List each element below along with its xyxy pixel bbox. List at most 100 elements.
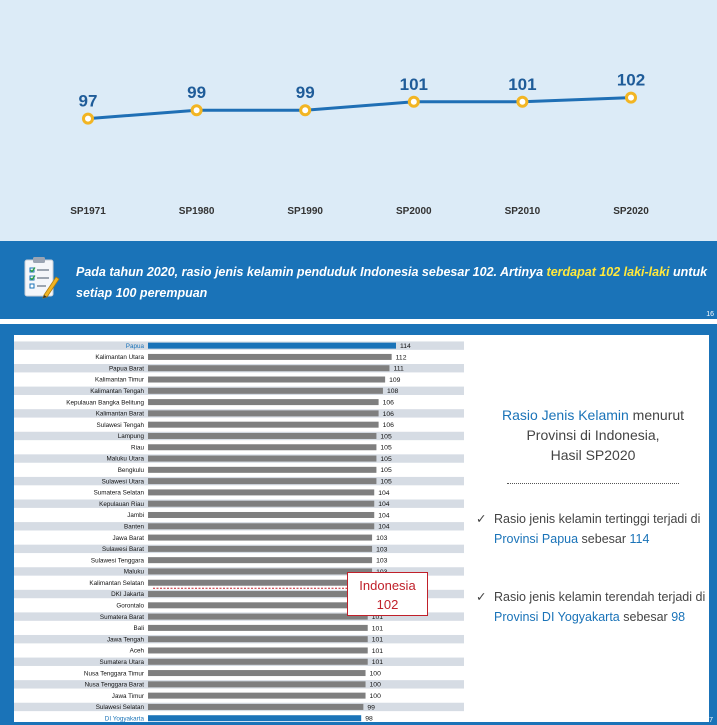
province-label-di-yogyakarta: DI Yogyakarta bbox=[105, 715, 145, 722]
bar-sulawesi-tengah bbox=[148, 421, 379, 428]
province-label-jambi: Jambi bbox=[127, 512, 144, 519]
value-label-banten: 104 bbox=[378, 524, 390, 531]
value-label-papua-barat: 111 bbox=[393, 366, 404, 373]
data-label-sp2020: 102 bbox=[617, 71, 645, 90]
value-label-riau: 105 bbox=[380, 445, 392, 452]
bar-maluku-utara bbox=[148, 455, 377, 462]
info-title-rest: menurut bbox=[628, 407, 685, 423]
bar-kalimantan-barat bbox=[148, 410, 379, 417]
value-label-sulawesi-tengah: 106 bbox=[383, 422, 395, 429]
data-label-sp1980: 99 bbox=[187, 83, 206, 102]
indonesia-callout-value: 102 bbox=[376, 597, 399, 612]
bar-jawa-barat bbox=[148, 534, 373, 541]
province-label-dki-jakarta: DKI Jakarta bbox=[111, 591, 144, 598]
highest-ratio-note: ✓ Rasio jenis kelamin tertinggi terjadi … bbox=[476, 509, 706, 549]
value-label-sulawesi-tenggara: 103 bbox=[376, 558, 388, 565]
value-label-sulawesi-selatan: 99 bbox=[367, 704, 375, 711]
info-title-line-2: Provinsi di Indonesia, bbox=[526, 427, 660, 443]
province-label-lampung: Lampung bbox=[118, 433, 145, 440]
value-label-sumatera-selatan: 104 bbox=[378, 490, 390, 497]
bar-di-yogyakarta bbox=[148, 715, 362, 722]
value-label-kepulauan-bangka-belitung: 106 bbox=[383, 399, 395, 406]
bar-nusa-tenggara-barat bbox=[148, 681, 366, 688]
province-label-kepulauan-riau: Kepulauan Riau bbox=[99, 501, 144, 508]
bar-kalimantan-utara bbox=[148, 353, 392, 360]
data-label-sp2010: 101 bbox=[508, 75, 536, 94]
summary-text-start: Pada tahun 2020, rasio jenis kelamin pen… bbox=[76, 265, 547, 279]
province-label-sumatera-selatan: Sumatera Selatan bbox=[94, 490, 145, 497]
bar-sumatera-utara bbox=[148, 658, 368, 665]
bar-nusa-tenggara-timur bbox=[148, 670, 366, 677]
province-label-aceh: Aceh bbox=[130, 648, 145, 655]
province-label-gorontalo: Gorontalo bbox=[116, 603, 144, 610]
bar-papua-barat bbox=[148, 365, 390, 372]
province-label-jawa-barat: Jawa Barat bbox=[113, 535, 145, 542]
province-label-jawa-timur: Jawa Timur bbox=[112, 693, 144, 700]
trend-line bbox=[87, 96, 632, 121]
value-label-kalimantan-timur: 109 bbox=[389, 377, 401, 384]
province-label-sumatera-utara: Sumatera Utara bbox=[100, 659, 145, 666]
summary-text: Pada tahun 2020, rasio jenis kelamin pen… bbox=[76, 262, 711, 304]
value-label-aceh: 101 bbox=[372, 648, 384, 655]
province-label-riau: Riau bbox=[131, 444, 144, 451]
sex-ratio-trend-chart: 97 SP1971 99 SP1980 99 SP1990 101 SP2000 101 SP20… bbox=[70, 71, 649, 217]
value-label-maluku-utara: 105 bbox=[380, 456, 392, 463]
value-label-sumatera-utara: 101 bbox=[372, 659, 384, 666]
lowest-note-text: Rasio jenis kelamin terendah terjadi di bbox=[494, 590, 706, 604]
province-label-maluku: Maluku bbox=[124, 569, 145, 576]
value-label-bengkulu: 105 bbox=[380, 467, 392, 474]
page-number: 16 bbox=[706, 311, 714, 318]
bar-banten bbox=[148, 523, 375, 530]
checklist-clipboard-icon bbox=[24, 257, 60, 299]
value-label-jambi: 104 bbox=[378, 512, 390, 519]
bar-kalimantan-selatan bbox=[148, 579, 373, 586]
lowest-note-province: Provinsi DI Yogyakarta bbox=[494, 610, 620, 624]
summary-text-end: untuk setiap 100 perempuan bbox=[76, 265, 708, 300]
province-label-sulawesi-barat: Sulawesi Barat bbox=[102, 546, 144, 553]
province-label-bali: Bali bbox=[134, 625, 145, 632]
province-label-kalimantan-tengah: Kalimantan Tengah bbox=[90, 388, 144, 395]
value-label-kalimantan-barat: 106 bbox=[383, 411, 395, 418]
lowest-note-value: 98 bbox=[671, 610, 686, 624]
bar-lampung bbox=[148, 432, 377, 439]
bar-sumatera-selatan bbox=[148, 489, 375, 496]
value-label-sulawesi-barat: 103 bbox=[376, 546, 388, 553]
bar-kepulauan-riau bbox=[148, 500, 375, 507]
lowest-note-mid: sebesar bbox=[619, 610, 672, 624]
province-label-papua: Papua bbox=[126, 343, 145, 350]
highest-note-province: Provinsi Papua bbox=[494, 532, 579, 546]
summary-text-highlight: terdapat 102 laki-laki bbox=[546, 265, 670, 279]
bar-gorontalo bbox=[148, 602, 370, 609]
value-label-jawa-tengah: 101 bbox=[372, 637, 384, 644]
summary-banner: Pada tahun 2020, rasio jenis kelamin pen… bbox=[0, 241, 717, 319]
highest-note-value: 114 bbox=[629, 532, 650, 546]
info-title: Rasio Jenis Kelamin menurut Provinsi di I… bbox=[484, 405, 702, 465]
province-label-papua-barat: Papua Barat bbox=[109, 365, 144, 372]
value-label-bali: 101 bbox=[372, 625, 384, 632]
page-number: 17 bbox=[705, 717, 713, 724]
bar-papua bbox=[148, 342, 396, 349]
province-label-nusa-tenggara-barat: Nusa Tenggara Barat bbox=[85, 682, 145, 689]
highest-note-mid: sebesar bbox=[578, 532, 630, 546]
bar-kalimantan-tengah bbox=[148, 387, 383, 394]
data-point-sp2000 bbox=[407, 95, 420, 108]
bar-bengkulu bbox=[148, 466, 377, 473]
province-label-bengkulu: Bengkulu bbox=[118, 467, 145, 474]
value-label-lampung: 105 bbox=[380, 433, 392, 440]
data-point-sp1980 bbox=[190, 104, 203, 117]
province-label-sulawesi-selatan: Sulawesi Selatan bbox=[96, 704, 145, 711]
data-point-sp2010 bbox=[516, 95, 529, 108]
x-tick-sp1990: SP1990 bbox=[287, 206, 323, 217]
value-label-sulawesi-utara: 105 bbox=[380, 479, 392, 486]
line-chart-slide: 97 SP1971 99 SP1980 99 SP1990 101 SP2000 101 SP20… bbox=[0, 0, 717, 241]
value-label-kepulauan-riau: 104 bbox=[378, 501, 390, 508]
x-tick-sp2000: SP2000 bbox=[396, 206, 432, 217]
province-label-kalimantan-utara: Kalimantan Utara bbox=[95, 354, 144, 361]
bar-sulawesi-selatan bbox=[148, 703, 364, 710]
province-label-kalimantan-selatan: Kalimantan Selatan bbox=[89, 580, 144, 587]
value-label-jawa-barat: 103 bbox=[376, 535, 388, 542]
bar-jawa-tengah bbox=[148, 636, 368, 643]
province-label-banten: Banten bbox=[124, 523, 144, 530]
bar-kepulauan-bangka-belitung bbox=[148, 399, 379, 406]
bar-dki-jakarta bbox=[148, 591, 370, 598]
